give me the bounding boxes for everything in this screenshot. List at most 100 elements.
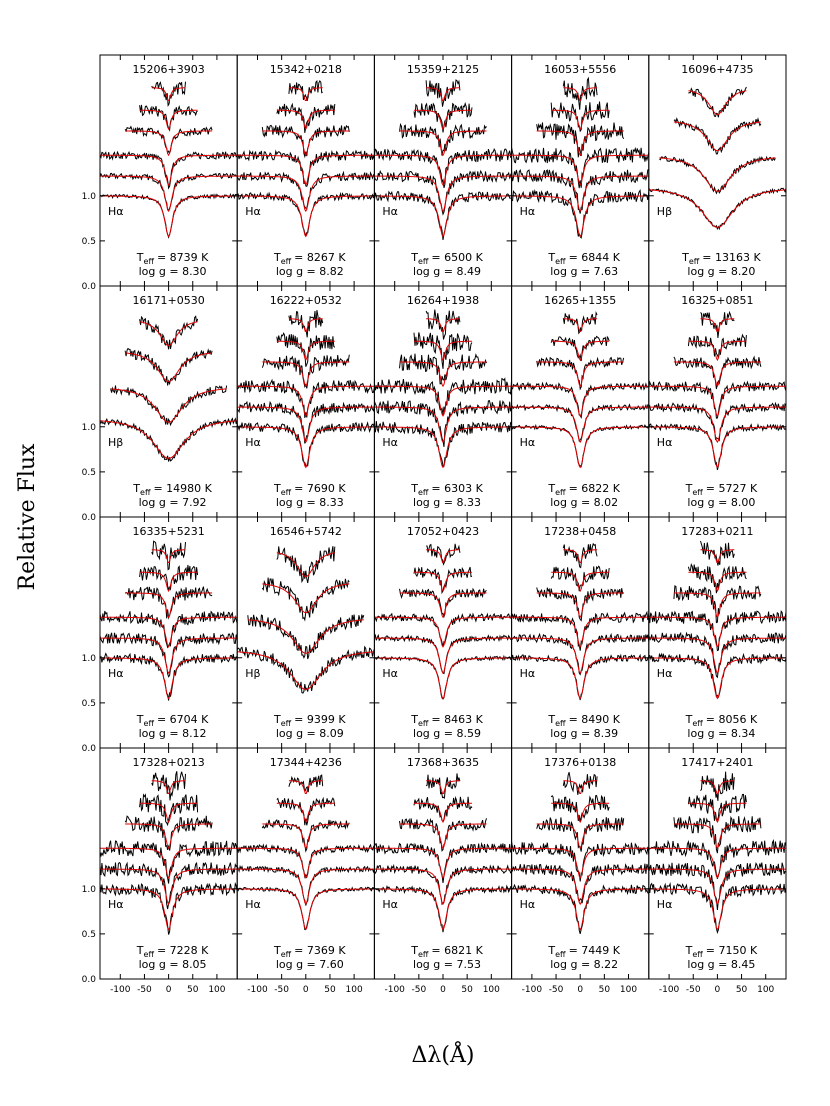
observed-spectrum — [536, 356, 625, 391]
x-tick-label: 100 — [483, 985, 500, 995]
observed-spectrum — [700, 771, 735, 801]
observed-spectrum — [151, 771, 186, 801]
model-spectrum — [100, 420, 238, 459]
teff-subscript: eff — [555, 488, 566, 497]
teff-value: = 6303 K — [431, 482, 483, 495]
model-spectrum — [511, 868, 649, 906]
observed-spectrum — [288, 310, 324, 338]
model-spectrum — [100, 847, 238, 879]
teff-value: = 8490 K — [569, 713, 621, 726]
model-spectrum — [426, 780, 460, 794]
panel-title: 16546+5742 — [270, 525, 342, 538]
x-tick-label: 0 — [166, 985, 172, 995]
teff-label: Teff = 5727 K — [685, 482, 758, 497]
teff-subscript: eff — [281, 488, 292, 497]
model-spectrum — [110, 388, 227, 423]
y-tick-label: 0.0 — [82, 282, 97, 292]
model-spectrum — [648, 616, 786, 648]
model-spectrum — [100, 868, 238, 906]
panel-title: 17052+0423 — [407, 525, 479, 538]
teff-symbol: T — [685, 713, 693, 726]
model-spectrum — [511, 426, 649, 469]
teff-value: = 8056 K — [706, 713, 758, 726]
model-spectrum — [673, 121, 761, 152]
observed-spectrum — [374, 190, 512, 240]
model-spectrum — [648, 868, 786, 906]
x-tick-label: 50 — [187, 985, 199, 995]
model-spectrum — [276, 552, 335, 578]
observed-spectrum — [511, 883, 649, 935]
observed-spectrum — [550, 101, 610, 133]
model-spectrum — [511, 175, 649, 213]
model-spectrum — [374, 637, 512, 675]
logg-label: log g = 8.33 — [276, 496, 344, 509]
plot-area — [511, 542, 649, 701]
model-spectrum — [125, 130, 213, 157]
teff-label: Teff = 6303 K — [410, 482, 483, 497]
teff-label: Teff = 8056 K — [685, 713, 758, 728]
observed-spectrum — [511, 146, 649, 189]
model-spectrum — [237, 406, 375, 444]
x-tick-label: 0 — [440, 985, 446, 995]
teff-label: Teff = 8463 K — [410, 713, 483, 728]
model-spectrum — [288, 780, 323, 794]
model-spectrum — [414, 109, 472, 131]
teff-value: = 8739 K — [157, 251, 209, 264]
model-spectrum — [374, 154, 512, 186]
observed-spectrum — [237, 378, 375, 418]
teff-value: = 7228 K — [157, 944, 209, 957]
logg-label: log g = 8.33 — [413, 496, 481, 509]
x-tick-label: -50 — [137, 985, 152, 995]
teff-subscript: eff — [281, 950, 292, 959]
teff-value: = 6821 K — [431, 944, 483, 957]
model-spectrum — [237, 888, 375, 931]
model-spectrum — [511, 657, 649, 700]
line-label: Hα — [108, 898, 124, 911]
logg-label: log g = 8.05 — [139, 958, 207, 971]
model-spectrum — [648, 657, 786, 700]
line-label: Hα — [520, 205, 536, 218]
logg-label: log g = 8.12 — [139, 727, 207, 740]
model-spectrum — [100, 154, 238, 186]
model-spectrum — [288, 318, 323, 332]
teff-symbol: T — [685, 482, 693, 495]
observed-spectrum — [124, 347, 213, 386]
model-spectrum — [536, 592, 624, 619]
observed-spectrum — [413, 332, 473, 369]
panel-title: 16264+1938 — [407, 294, 479, 307]
observed-spectrum — [648, 423, 786, 471]
observed-spectrum — [648, 839, 786, 880]
observed-spectrum — [673, 585, 762, 624]
observed-spectrum — [261, 819, 350, 853]
teff-value: = 6844 K — [569, 251, 621, 264]
x-tick-label: -100 — [110, 985, 131, 995]
model-spectrum — [125, 352, 213, 383]
observed-spectrum — [673, 117, 762, 155]
model-spectrum — [511, 195, 649, 238]
model-spectrum — [151, 780, 186, 794]
observed-spectrum — [124, 125, 213, 155]
model-spectrum — [414, 571, 472, 593]
observed-spectrum — [100, 632, 238, 678]
logg-label: log g = 8.09 — [276, 727, 344, 740]
observed-spectrum — [237, 400, 375, 444]
y-tick-label: 1.0 — [82, 885, 97, 895]
teff-value: = 7150 K — [706, 944, 758, 957]
panel-title: 17238+0458 — [544, 525, 616, 538]
observed-spectrum — [237, 170, 375, 209]
panel-title: 17328+0213 — [132, 756, 204, 769]
plot-area — [511, 772, 649, 935]
model-spectrum — [673, 823, 761, 850]
observed-spectrum — [374, 399, 512, 447]
model-spectrum — [100, 175, 238, 213]
model-spectrum — [563, 780, 598, 794]
line-label: Hα — [382, 436, 398, 449]
logg-label: log g = 7.60 — [276, 958, 344, 971]
teff-value: = 14980 K — [153, 482, 212, 495]
model-spectrum — [399, 361, 487, 388]
teff-label: Teff = 6822 K — [547, 482, 620, 497]
x-tick-label: -50 — [411, 985, 426, 995]
model-spectrum — [237, 385, 375, 417]
